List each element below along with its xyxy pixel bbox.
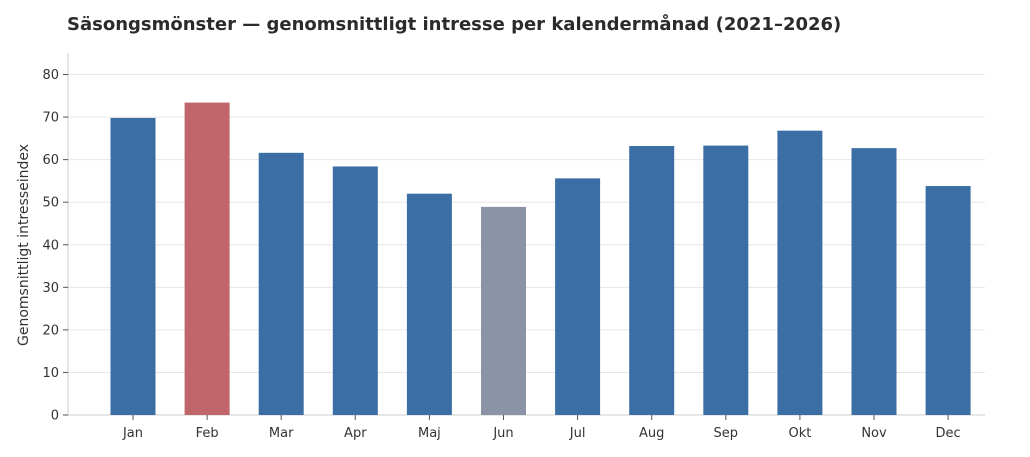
bar-jul	[555, 178, 601, 415]
y-tick-label: 60	[42, 153, 59, 168]
x-tick-label-jul: Jul	[569, 426, 586, 441]
x-tick-label-mar: Mar	[269, 426, 294, 441]
y-axis-label: Genomsnittligt intresseindex	[16, 144, 32, 346]
x-tick-label-aug: Aug	[639, 426, 664, 441]
x-tick-label-nov: Nov	[861, 426, 887, 441]
y-tick-label: 20	[42, 323, 59, 338]
bar-jan	[110, 117, 156, 415]
bar-okt	[777, 130, 823, 415]
bars	[110, 102, 971, 415]
x-tick-label-maj: Maj	[418, 426, 441, 441]
bar-sep	[703, 145, 749, 415]
bar-jun	[481, 206, 526, 415]
bar-feb	[184, 102, 230, 415]
x-tick-label-sep: Sep	[714, 426, 739, 441]
x-tick-label-feb: Feb	[196, 426, 219, 441]
x-tick-label-jun: Jun	[492, 426, 513, 441]
y-tick-label: 0	[51, 409, 59, 424]
x-tick-label-okt: Okt	[788, 426, 811, 441]
x-tick-label-apr: Apr	[344, 426, 367, 441]
y-tick-label: 50	[42, 196, 59, 211]
grid-lines	[68, 74, 985, 416]
y-tick-label: 30	[42, 281, 59, 296]
y-tick-label: 80	[42, 68, 59, 83]
x-tick-label-dec: Dec	[936, 426, 961, 441]
bar-mar	[258, 152, 304, 415]
bar-dec	[925, 186, 971, 415]
bar-aug	[629, 146, 675, 415]
y-tick-label: 70	[42, 111, 59, 126]
bar-maj	[406, 193, 452, 415]
y-tick-label: 10	[42, 366, 59, 381]
x-tick-label-jan: Jan	[122, 426, 143, 441]
y-tick-label: 40	[42, 238, 59, 253]
bar-nov	[851, 148, 897, 415]
x-axis: Jan Feb Mar Apr Maj Jun Jul Aug Sep Okt Nov Dec	[122, 415, 961, 441]
y-axis: 0 10 20 30 40 50 60 70 80	[42, 53, 69, 424]
bar-apr	[332, 166, 378, 415]
chart-title: Säsongsmönster — genomsnittligt intresse…	[67, 14, 842, 35]
